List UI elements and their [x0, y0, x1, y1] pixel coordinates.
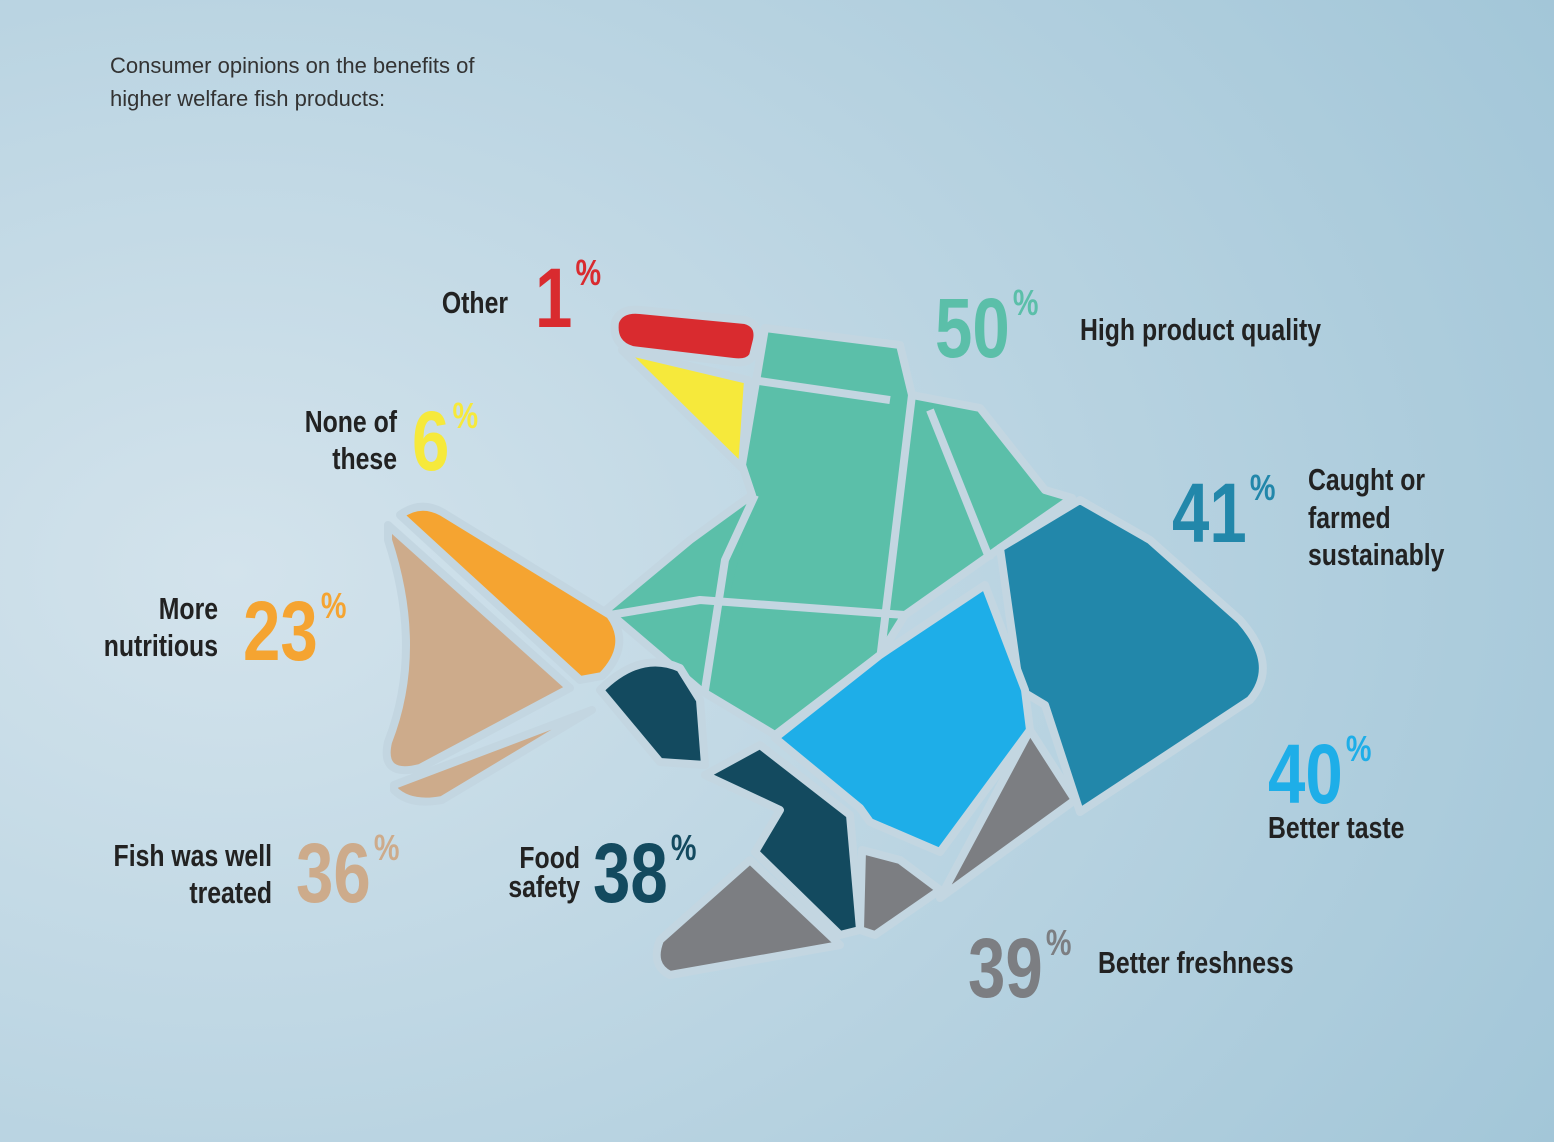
label: treated [189, 875, 272, 909]
fish-piece [396, 502, 624, 684]
percentage-value: 6 [412, 395, 449, 489]
percent-sign: % [1046, 922, 1072, 963]
label: nutritious [104, 628, 218, 662]
figure: 40% [1268, 728, 1372, 822]
percentage-value: 36 [296, 827, 371, 921]
figure: 1% [535, 252, 601, 346]
label: sustainably [1308, 537, 1445, 571]
label-line: Caught or [1308, 462, 1425, 496]
percent-sign: % [576, 252, 602, 293]
figure: 41% [1172, 467, 1276, 561]
label-line: Fish was well [114, 838, 272, 872]
fish-piece [602, 324, 1076, 739]
figure: 38% [593, 827, 697, 921]
label: High product quality [1080, 312, 1321, 346]
percentage-value: 38 [593, 827, 668, 921]
fish [382, 305, 1267, 979]
label: Caught or [1308, 462, 1425, 496]
label-line: More [159, 591, 218, 625]
label: farmed [1308, 500, 1391, 534]
label-line: None of [305, 404, 398, 438]
label: Better taste [1268, 810, 1404, 844]
label: safety [508, 869, 580, 903]
label-line: Better taste [1268, 810, 1404, 844]
figure: 39% [968, 922, 1072, 1016]
percentage-value: 50 [935, 282, 1010, 376]
fish-piece [382, 521, 574, 775]
percent-sign: % [671, 827, 697, 868]
fish-piece [652, 856, 844, 979]
label: None of [305, 404, 398, 438]
fish-piece [390, 706, 596, 806]
title-line: higher welfare fish products: [110, 86, 385, 111]
label-line: Food [519, 840, 580, 874]
percentage-value: 41 [1172, 467, 1247, 561]
figure: 50% [935, 282, 1039, 376]
percent-sign: % [1346, 728, 1372, 769]
percent-sign: % [374, 827, 400, 868]
label-line: farmed [1308, 500, 1391, 534]
percentage-value: 23 [243, 585, 318, 679]
figure: 23% [243, 585, 347, 679]
label-line: these [332, 441, 397, 475]
label-line: nutritious [104, 628, 218, 662]
label: these [332, 441, 397, 475]
figure: 36% [296, 827, 400, 921]
percent-sign: % [1013, 282, 1039, 323]
percentage-value: 40 [1268, 728, 1343, 822]
percentage-value: 1 [535, 252, 572, 346]
fish-piece [936, 726, 1079, 902]
percent-sign: % [453, 395, 479, 436]
label: Fish was well [114, 838, 272, 872]
percent-sign: % [1250, 467, 1276, 508]
percentage-value: 39 [968, 922, 1043, 1016]
fish-piece [701, 741, 864, 939]
label: Better freshness [1098, 945, 1294, 979]
label-line: Other [442, 285, 508, 319]
figure: 6% [412, 395, 478, 489]
fish-piece [610, 305, 762, 367]
label-line: treated [189, 875, 272, 909]
label-line: safety [508, 869, 580, 903]
label: Food [519, 840, 580, 874]
label-line: sustainably [1308, 537, 1445, 571]
label-line: Better freshness [1098, 945, 1294, 979]
fish-piece [996, 496, 1267, 816]
fish-piece [609, 376, 994, 691]
percent-sign: % [321, 585, 347, 626]
label: Other [442, 285, 508, 319]
label: More [159, 591, 218, 625]
title-line: Consumer opinions on the benefits of [110, 53, 475, 78]
label-line: High product quality [1080, 312, 1321, 346]
fish-piece [596, 658, 709, 769]
